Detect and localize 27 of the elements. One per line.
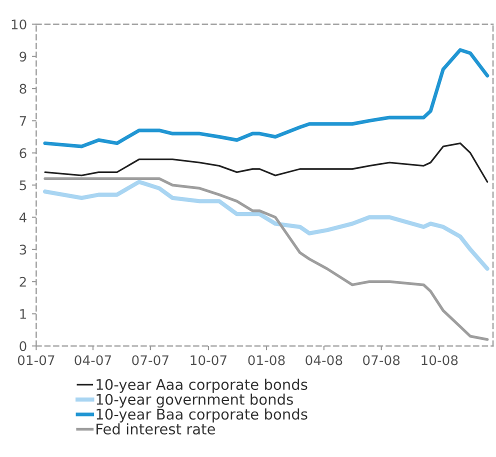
y-tick-label: 2 bbox=[20, 276, 26, 287]
line-series bbox=[44, 177, 489, 341]
y-tick-label: 8 bbox=[20, 84, 26, 94]
y-tick-label: 4 bbox=[19, 212, 26, 222]
legend-label: 10-year Baa corporate bonds bbox=[96, 408, 308, 423]
y-tick-label: 1 bbox=[20, 309, 26, 319]
x-tick-label: 10-08 bbox=[422, 355, 458, 366]
line-series bbox=[43, 48, 490, 148]
x-tick-label: 04-08 bbox=[306, 355, 342, 366]
x-tick-label: 07-08 bbox=[363, 355, 400, 366]
y-tick-label: 10 bbox=[12, 19, 26, 30]
x-tick-label: 04-07 bbox=[74, 355, 112, 366]
x-tick-label: 01-07 bbox=[18, 355, 54, 366]
y-tick-label: 5 bbox=[20, 180, 26, 190]
y-tick-label: 9 bbox=[20, 52, 26, 62]
legend-label: 10-year government bonds bbox=[96, 394, 293, 408]
x-tick-label: 07-07 bbox=[132, 355, 168, 366]
x-tick-label: 01-08 bbox=[248, 355, 285, 366]
y-tick-label: 0 bbox=[20, 341, 26, 352]
x-tick-label: 10-07 bbox=[190, 355, 227, 366]
line-series bbox=[42, 180, 490, 271]
line-series bbox=[44, 142, 488, 183]
y-tick-label: 6 bbox=[20, 148, 26, 158]
y-tick-label: 7 bbox=[20, 116, 26, 126]
y-tick-label: 3 bbox=[20, 244, 26, 255]
legend-label: Fed interest rate bbox=[96, 423, 215, 435]
legend-label: 10-year Aaa corporate bonds bbox=[96, 378, 308, 393]
